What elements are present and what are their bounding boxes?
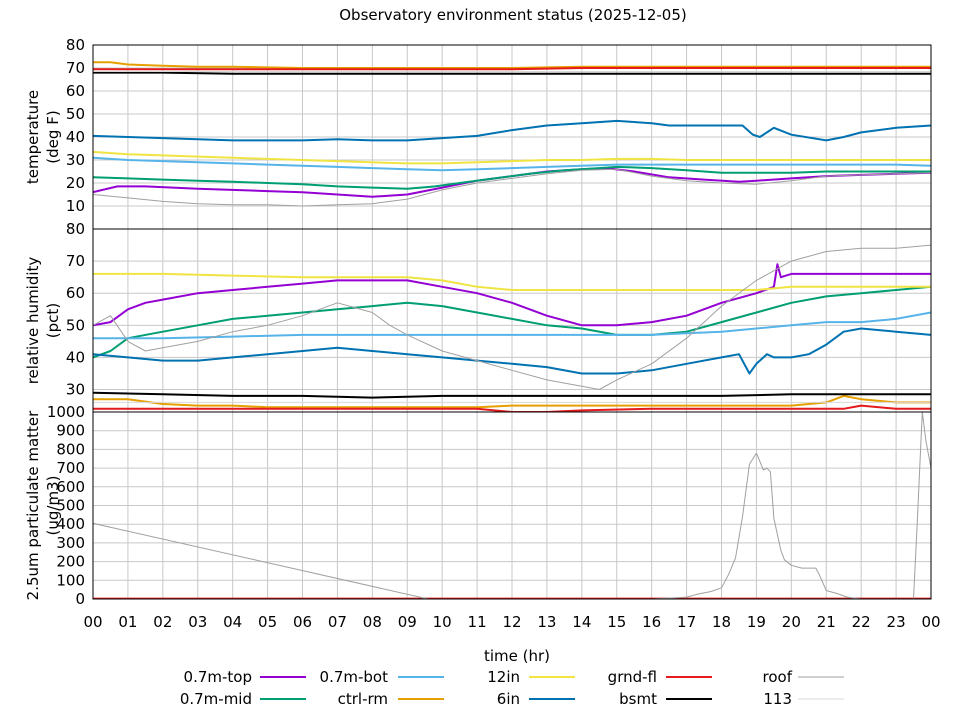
series-line-grnd-fl [93,67,931,71]
x-tick-label: 17 [677,613,696,631]
y-axis-unit: (pct) [44,303,62,338]
series-line-0.7m-mid [93,165,931,190]
series-line-roof [93,412,931,599]
legend-label: 113 [763,690,792,708]
x-tick-label: 00 [83,613,102,631]
y-tick-label: 30 [66,381,85,399]
y-axis-label: relative humidity [24,257,42,385]
y-tick-label: 80 [66,36,85,54]
panel-relative-humidity: 30 40 50 60 70 80 relative humidity (pct) [24,220,932,413]
legend-label: 6in [497,690,520,708]
series-line-12in [93,272,931,291]
x-tick-label: 19 [747,613,766,631]
y-tick-label: 80 [66,220,85,238]
x-tick-label: 22 [852,613,871,631]
y-tick-label: 300 [56,534,85,552]
x-tick-label: 15 [607,613,626,631]
y-tick-label: 30 [66,151,85,169]
series-group [93,61,931,207]
x-tick-label: 07 [328,613,347,631]
x-tick-label: 12 [502,613,521,631]
series-line-ctrl-rm [93,61,931,69]
y-tick-label: 60 [66,284,85,302]
y-tick-label: 500 [56,497,85,515]
legend-label: grnd-fl [608,668,657,686]
series-line-roof [93,168,931,207]
y-tick-label: 700 [56,459,85,477]
x-tick-label: 23 [887,613,906,631]
series-line-12in [93,150,931,165]
x-tick-label: 06 [293,613,312,631]
series-line-0.7m-top [93,263,931,327]
series-line-roof [93,244,931,390]
series-line-6in [93,119,931,142]
x-tick-label: 20 [782,613,801,631]
x-tick-label: 08 [363,613,382,631]
y-tick-label: 100 [56,571,85,589]
series-line-bsmt [93,391,931,399]
y-tick-label: 70 [66,59,85,77]
y-tick-label: 600 [56,478,85,496]
legend: 0.7m-top 0.7m-bot 12in grnd-fl roof 0.7m-mid c… [180,668,844,708]
plot-frame [92,411,932,600]
series-line-6in [93,327,931,375]
x-tick-label: 02 [153,613,172,631]
x-tick-label: 00 [921,613,940,631]
x-axis-label: time (hr) [484,647,550,665]
y-tick-label: 50 [66,316,85,334]
y-tick-label: 50 [66,105,85,123]
chart-title: Observatory environment status (2025-12-… [339,6,687,24]
y-tick-label: 900 [56,422,85,440]
legend-label: roof [763,668,793,686]
y-tick-label: 70 [66,252,85,270]
x-tick-label: 14 [572,613,591,631]
legend-label: 0.7m-top [184,668,252,686]
legend-label: bsmt [619,690,657,708]
x-tick-label: 18 [712,613,731,631]
x-tick-label: 05 [258,613,277,631]
series-line-0.7m-bot [93,156,931,172]
legend-label: ctrl-rm [338,690,388,708]
x-tick-label: 09 [398,613,417,631]
series-line-grnd-fl [93,404,931,412]
y-tick-label: 20 [66,174,85,192]
series-line-0.7m-bot [93,311,931,340]
y-tick-label: 200 [56,553,85,571]
x-tick-label: 13 [537,613,556,631]
x-tick-label: 01 [118,613,137,631]
x-tick-label: 10 [433,613,452,631]
y-tick-label: 60 [66,82,85,100]
y-tick-label: 1000 [47,403,85,421]
legend-label: 0.7m-mid [180,690,252,708]
series-group [93,244,931,412]
series-line-ctrl-rm [93,394,931,409]
panel-temperature: 10 20 30 40 50 60 70 80 temperature (deg F) [24,36,932,230]
series-line-0.7m-mid [93,285,931,359]
legend-label: 12in [487,668,520,686]
x-tick-label: 03 [188,613,207,631]
x-axis: 00 01 02 03 04 05 06 07 08 09 10 11 12 13 14 15 16 17 18 19… [83,613,940,631]
x-tick-label: 21 [817,613,836,631]
x-tick-label: 11 [468,613,487,631]
y-axis-label: temperature [24,90,42,184]
y-tick-label: 40 [66,348,85,366]
y-tick-label: 10 [66,197,85,215]
legend-label: 0.7m-bot [320,668,389,686]
y-axis-unit: (deg F) [44,110,62,163]
x-tick-label: 04 [223,613,242,631]
y-tick-label: 40 [66,128,85,146]
x-tick-label: 16 [642,613,661,631]
y-tick-label: 400 [56,515,85,533]
y-tick-label: 0 [75,590,85,608]
y-axis-unit: (ug/m3) [44,476,62,536]
series-line-bsmt [93,71,931,75]
y-tick-label: 800 [56,440,85,458]
y-axis-label: 2.5um particulate matter [24,410,42,600]
